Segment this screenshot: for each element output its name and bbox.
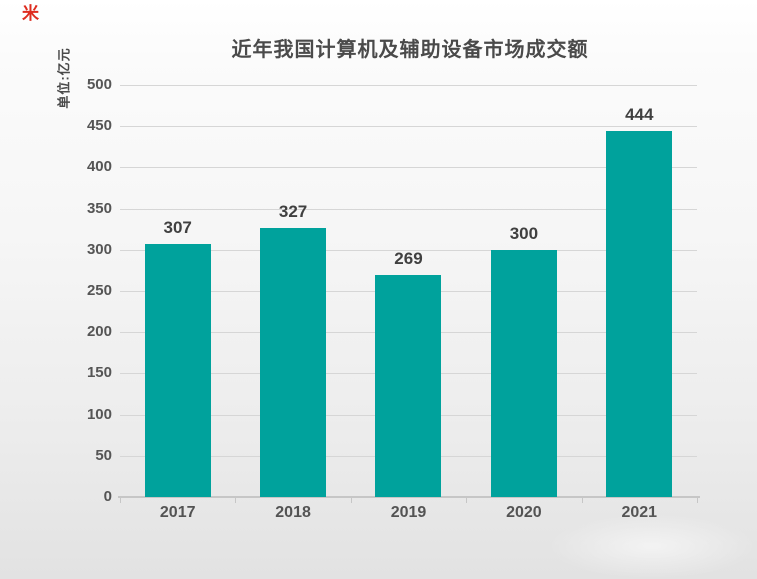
y-tick-label: 500	[86, 76, 112, 93]
chart-title: 近年我国计算机及辅助设备市场成交额	[231, 39, 589, 61]
bar-value-label: 269	[394, 249, 423, 269]
bar	[260, 227, 327, 497]
bar	[606, 131, 673, 497]
x-axis-tick	[120, 498, 121, 503]
y-tick-label: 250	[86, 282, 112, 299]
x-axis-tick	[235, 498, 237, 503]
y-tick-label: 0	[103, 488, 112, 505]
gridline	[120, 85, 697, 86]
bar-slot: 444	[582, 85, 697, 497]
y-tick-label: 450	[86, 117, 112, 135]
x-axis-category-labels: 2017 2018 2019 2020 2021	[120, 504, 698, 524]
y-tick-label: 350	[86, 199, 112, 217]
bar	[490, 249, 557, 497]
bar-value-label: 307	[163, 218, 192, 238]
y-axis-tick-labels: 0 50 100 150 200 250 300 350 400 450 500	[0, 76, 112, 505]
bar-slot: 300	[466, 85, 581, 497]
x-axis-tick	[697, 498, 698, 503]
bar	[144, 244, 211, 497]
bar-slot: 269	[351, 85, 466, 497]
y-tick-label: 150	[86, 364, 112, 382]
y-tick-label: 400	[86, 158, 112, 176]
x-category-label: 2019	[390, 504, 427, 521]
y-tick-label: 200	[86, 323, 112, 341]
gridline	[120, 167, 697, 169]
y-tick-label: 300	[86, 240, 112, 258]
y-tick-label: 100	[86, 405, 112, 423]
plot-area: 307 327 269 300 444	[120, 85, 698, 497]
x-category-label: 2017	[159, 504, 196, 521]
bar-value-label: 444	[625, 105, 654, 125]
source-logo-icon: 米	[22, 4, 39, 23]
x-axis-tick	[581, 498, 583, 503]
bar	[375, 275, 442, 497]
bar-value-label: 327	[278, 201, 308, 221]
x-category-label: 2020	[506, 504, 542, 521]
x-axis-line	[118, 496, 700, 498]
bar-slot: 307	[120, 85, 235, 497]
x-axis-tick	[466, 498, 468, 503]
gridline	[120, 208, 697, 210]
x-axis-tick	[350, 498, 352, 503]
bar-slot: 327	[235, 85, 350, 497]
y-tick-label: 50	[95, 446, 112, 464]
x-category-label: 2018	[275, 504, 311, 521]
watermark	[547, 514, 757, 579]
bar-value-label: 300	[509, 223, 539, 243]
gridline	[120, 126, 697, 128]
gridline	[120, 249, 697, 251]
